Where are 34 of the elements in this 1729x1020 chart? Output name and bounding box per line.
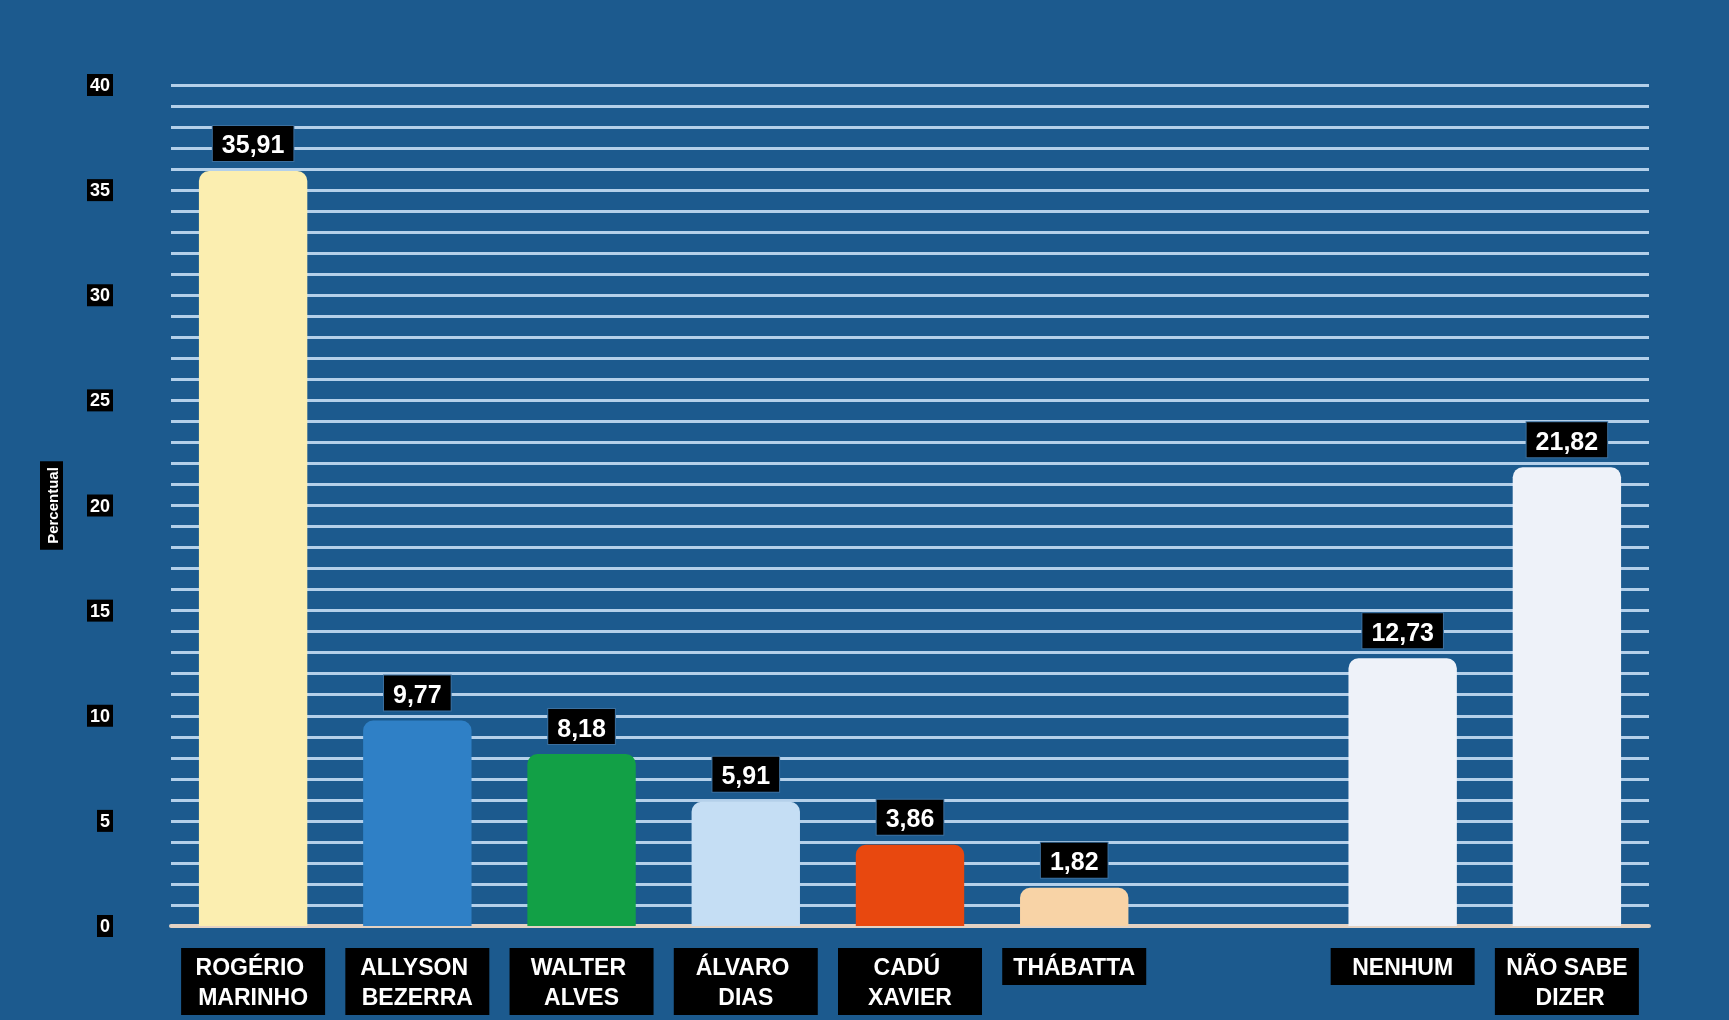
- x-tick-label: ROGÉRIO MARINHO: [195, 953, 311, 1010]
- data-label: 12,73: [1371, 617, 1434, 646]
- y-tick-label: 20: [89, 495, 110, 516]
- bar: [1020, 887, 1129, 926]
- y-tick-label: 25: [89, 390, 110, 411]
- x-tick-label: NÃO SABE DIZER: [1506, 953, 1628, 1010]
- data-label: 8,18: [557, 713, 606, 742]
- x-tick-label: THÁBATTA: [1013, 953, 1136, 980]
- x-tick-label: ÁLVARO DIAS: [695, 953, 796, 1010]
- y-tick-label: 10: [89, 705, 110, 726]
- data-label: 5,91: [721, 761, 771, 790]
- bar: [363, 720, 472, 926]
- y-tick-label: 15: [89, 600, 110, 621]
- data-label: 35,91: [221, 130, 285, 159]
- x-tick-label: NENHUM: [1352, 954, 1454, 980]
- x-tick-label: CADÚ XAVIER: [868, 953, 953, 1010]
- y-axis-title: Percentual: [44, 467, 61, 544]
- bar: [527, 754, 636, 926]
- bar: [1512, 467, 1622, 926]
- data-label: 9,77: [393, 680, 442, 709]
- data-label: 21,82: [1535, 426, 1599, 455]
- y-tick-label: 40: [89, 75, 110, 95]
- y-tick-label: 5: [99, 810, 110, 831]
- y-tick-label: 35: [89, 180, 110, 201]
- y-tick-label: 0: [99, 916, 110, 936]
- bar: [198, 170, 308, 926]
- data-label: 3,86: [885, 804, 935, 833]
- bar: [691, 801, 800, 926]
- bar: [855, 844, 965, 926]
- bar: [1348, 658, 1457, 926]
- x-tick-label: WALTER ALVES: [530, 954, 633, 1010]
- y-tick-label: 30: [89, 285, 110, 306]
- x-tick-label: ALLYSON BEZERRA: [360, 954, 475, 1010]
- data-label: 1,82: [1049, 847, 1099, 876]
